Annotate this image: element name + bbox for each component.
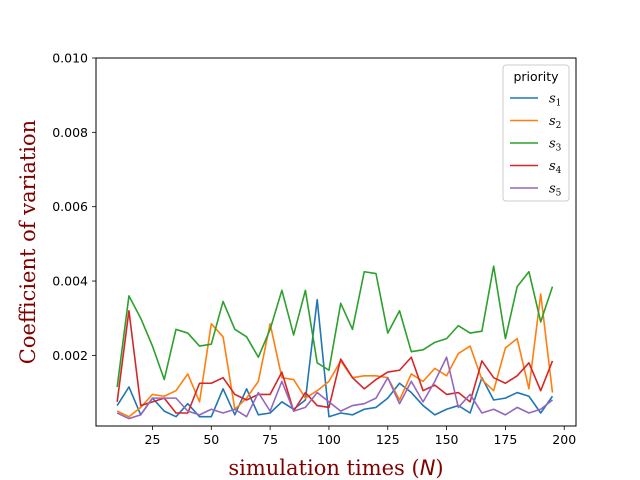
- x-tick-label: 50: [203, 432, 219, 447]
- legend-title: priority: [513, 69, 559, 84]
- y-tick-label: 0.006: [52, 199, 88, 214]
- series-line-s4: [116, 309, 554, 414]
- x-axis: 25 50 75 100 125 150 175 200: [145, 426, 576, 447]
- x-tick-label: 150: [435, 432, 459, 447]
- y-tick-label: 0.010: [52, 51, 88, 66]
- x-tick-label: 25: [145, 432, 161, 447]
- y-axis-title: Coefficient of variation: [16, 120, 40, 364]
- x-tick-label: 100: [317, 432, 341, 447]
- plot-frame: [95, 57, 577, 427]
- plot-area: [96, 58, 576, 426]
- series-line-s5: [116, 356, 553, 420]
- series-lines: [116, 265, 554, 420]
- y-tick-label: 0.008: [52, 125, 88, 140]
- legend-box: [502, 64, 570, 202]
- x-tick-label: 125: [376, 432, 400, 447]
- x-tick-label: 175: [493, 432, 517, 447]
- series-line-s2: [116, 293, 554, 418]
- y-tick-label: 0.002: [52, 348, 88, 363]
- y-tick-label: 0.004: [52, 274, 88, 289]
- x-tick-label: 200: [552, 432, 576, 447]
- x-axis-title: simulation times (N): [228, 456, 443, 480]
- series-line-s3: [116, 265, 554, 388]
- y-axis: 0.002 0.004 0.006 0.008 0.010: [52, 51, 96, 363]
- x-tick-label: 75: [262, 432, 278, 447]
